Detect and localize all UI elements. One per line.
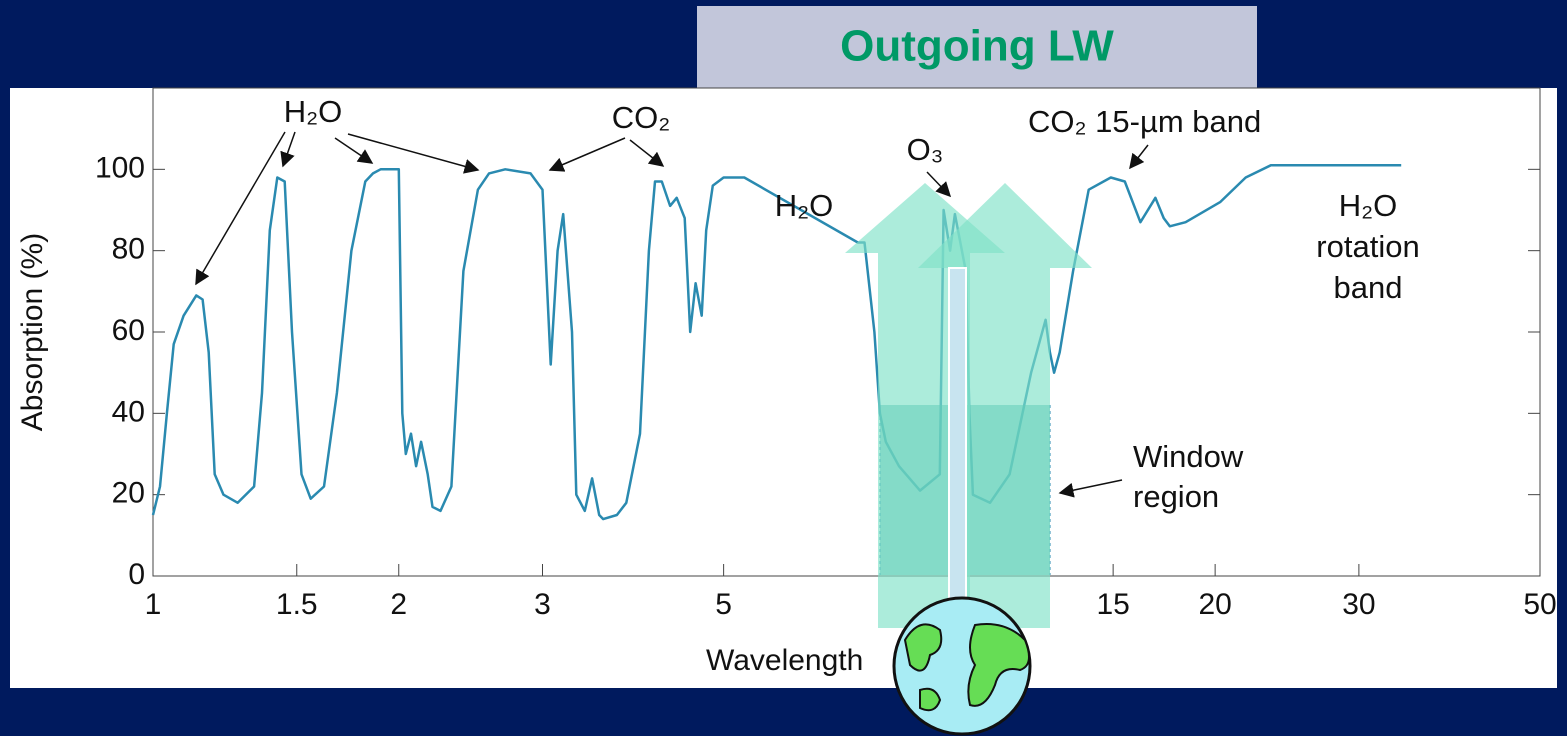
annotation: H₂O — [284, 94, 343, 129]
arrow-stem — [949, 268, 966, 628]
globe — [894, 598, 1030, 734]
y-tick-label: 100 — [95, 151, 145, 184]
annotation: H₂O — [775, 188, 834, 223]
x-tick-label: 5 — [715, 588, 732, 621]
x-tick-label: 1.5 — [276, 588, 318, 621]
annotation: band — [1334, 270, 1403, 305]
x-tick-label: 15 — [1096, 588, 1129, 621]
y-tick-label: 20 — [112, 477, 145, 510]
x-tick-label: 3 — [534, 588, 551, 621]
annotation: rotation — [1316, 229, 1419, 264]
y-tick-label: 40 — [112, 395, 145, 428]
page: {"chart_data": {"type": "line", "title":… — [0, 0, 1567, 736]
annotation: H₂O — [1339, 188, 1398, 223]
x-tick-label: 1 — [145, 588, 162, 621]
annotation: CO₂ 15-µm band — [1028, 104, 1261, 139]
x-tick-label: 30 — [1342, 588, 1375, 621]
annotation: O₃ — [907, 132, 944, 167]
y-axis-label: Absorption (%) — [16, 233, 49, 431]
y-tick-label: 80 — [112, 233, 145, 266]
annotation: region — [1133, 479, 1219, 514]
y-tick-label: 0 — [128, 558, 145, 591]
chart-panel — [10, 88, 1557, 688]
chart-title: Outgoing LW — [840, 22, 1114, 71]
x-axis-label: Wavelength — [706, 644, 863, 677]
x-tick-label: 2 — [390, 588, 407, 621]
y-tick-label: 60 — [112, 314, 145, 347]
x-tick-label: 50 — [1523, 588, 1556, 621]
x-tick-label: 20 — [1198, 588, 1231, 621]
annotation: Window — [1133, 439, 1244, 474]
annotation: CO₂ — [612, 100, 671, 135]
chart: Outgoing LW 02040608010011.523515203050 … — [0, 0, 1567, 736]
